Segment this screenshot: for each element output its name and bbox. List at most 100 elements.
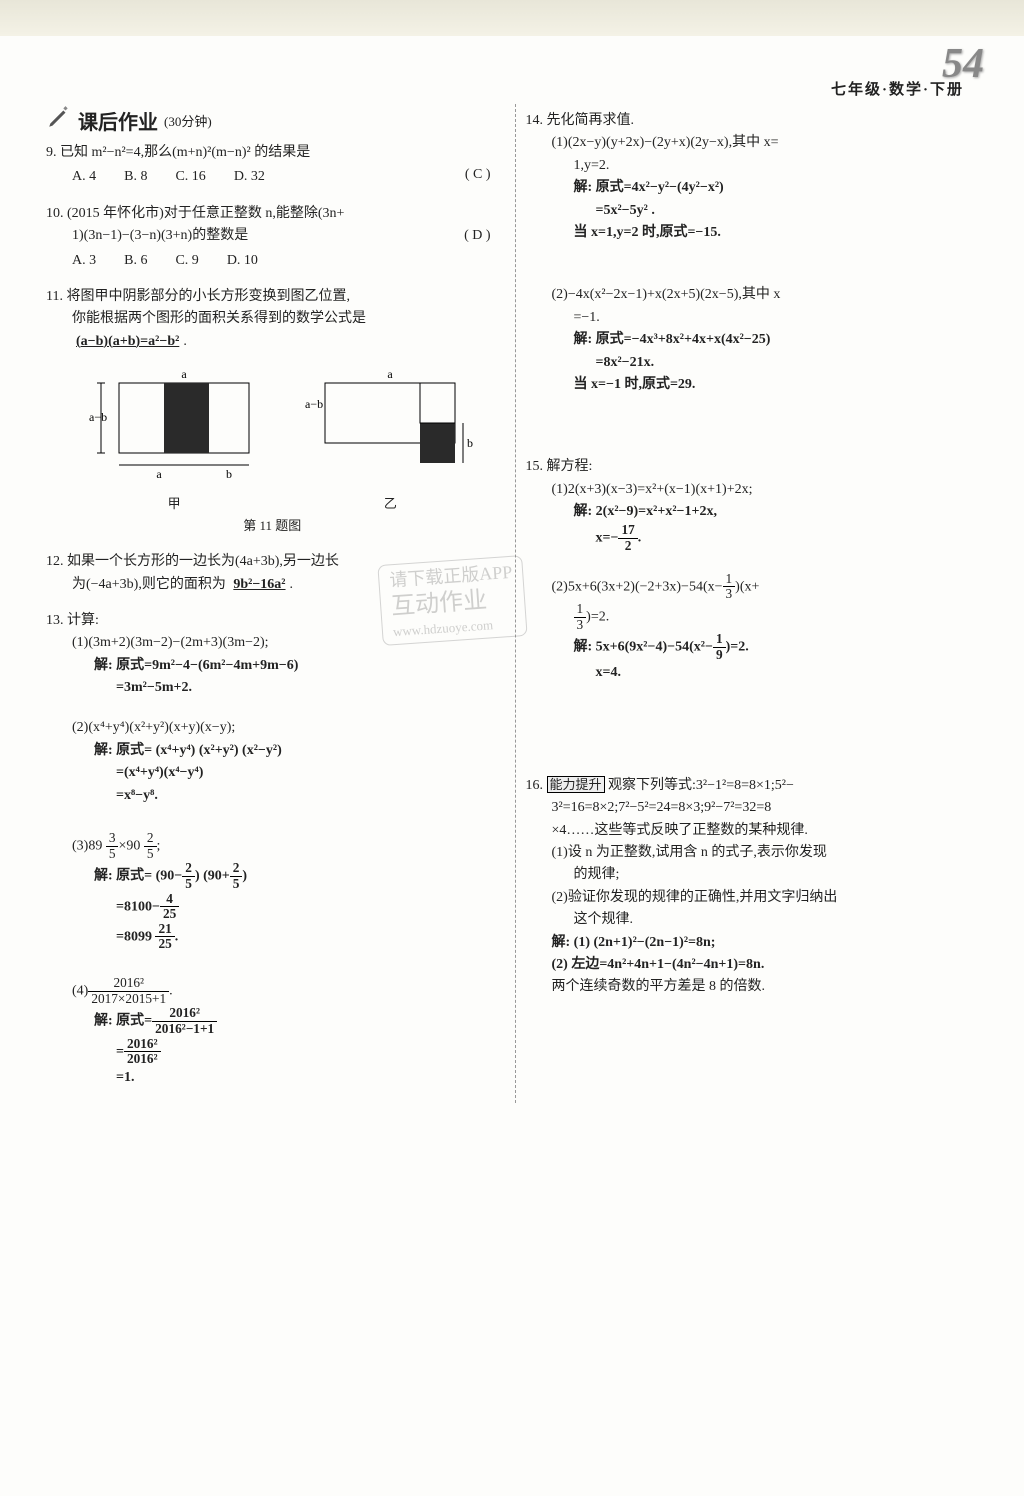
q11-blank: (a−b)(a+b)=a²−b² (72, 334, 183, 349)
q13-3-s1: 解: 原式= (90−25) (90+25) (46, 861, 499, 891)
q13-2-s1: 解: 原式= (x⁴+y⁴) (x²+y²) (x²−y²) (46, 740, 499, 762)
q15-2-s2: x=4. (526, 662, 979, 684)
q13-2-s2: =(x⁴+y⁴)(x⁴−y⁴) (46, 762, 499, 784)
q10-options: A. 3 B. 6 C. 9 D. 10 (46, 250, 499, 272)
q13-3-s3: =8099 2125. (46, 922, 499, 952)
q13-1-s1: 解: 原式=9m²−4−(6m²−4m+9m−6) (46, 655, 499, 677)
q16-p1a: (1)设 n 为正整数,试用含 n 的式子,表示你发现 (526, 842, 979, 864)
top-band (0, 0, 1024, 36)
problem-10: 10. (2015 年怀化市)对于任意正整数 n,能整除(3n+ 1)(3n−1… (46, 203, 499, 272)
q10-opt-b: B. 6 (124, 250, 147, 272)
q14-2-q2: =−1. (526, 307, 979, 329)
problem-15: 15. 解方程: (1)2(x+3)(x−3)=x²+(x−1)(x+1)+2x… (526, 456, 979, 685)
q16-line2: 3²=16=8×2;7²−5²=24=8×3;9²−7²=32=8 (526, 797, 979, 819)
q9-answer: ( C ) (465, 164, 491, 186)
section-title-text: 课后作业 (78, 106, 158, 135)
q13-4-s2: =2016²2016² (46, 1037, 499, 1067)
q15-1-s2: x=−172. (526, 523, 979, 553)
q10-text-b: 1)(3n−1)−(3−n)(3+n)的整数是 (72, 228, 248, 243)
q13-4-q: (4)2016²2017×2015+1. (46, 976, 499, 1006)
q13-title: 13. 计算: (46, 610, 499, 632)
q13-4-s1: 解: 原式=2016²2016²−1+1 (46, 1006, 499, 1036)
two-column-layout: 课后作业 (30分钟) 9. 已知 m²−n²=4,那么(m+n)²(m−n)²… (40, 104, 984, 1103)
problem-16: 16. 能力提升 观察下列等式:3²−1²=8=8×1;5²− 3²=16=8×… (526, 775, 979, 999)
q11-text-b: 你能根据两个图形的面积关系得到的数学公式是 (46, 308, 499, 330)
q14-2-s3: 当 x=−1 时,原式=29. (526, 374, 979, 396)
q13-3-s2: =8100−425 (46, 892, 499, 922)
problem-9: 9. 已知 m²−n²=4,那么(m+n)²(m−n)² 的结果是 ( C ) … (46, 142, 499, 189)
q15-1-s1: 解: 2(x²−9)=x²+x²−1+2x, (526, 501, 979, 523)
svg-text:b: b (226, 467, 232, 481)
q15-2-q: (2)5x+6(3x+2)(−2+3x)−54(x−13)(x+ (526, 572, 979, 602)
q10-opt-a: A. 3 (72, 250, 96, 272)
q9-opt-a: A. 4 (72, 166, 96, 188)
q10-opt-d: D. 10 (227, 250, 258, 272)
q10-opt-c: C. 9 (175, 250, 198, 272)
q9-text: 9. 已知 m²−n²=4,那么(m+n)²(m−n)² 的结果是 (46, 142, 499, 164)
q15-2-q2: 13)=2. (526, 602, 979, 632)
q9-options: A. 4 B. 8 C. 16 D. 32 (46, 166, 465, 188)
figure-11-right-label: 乙 (305, 494, 475, 515)
q15-title: 15. 解方程: (526, 456, 979, 478)
q14-1-s2: =5x²−5y² . (526, 200, 979, 222)
q14-2-s2: =8x²−21x. (526, 352, 979, 374)
problem-14: 14. 先化简再求值. (1)(2x−y)(y+2x)−(2y+x)(2y−x)… (526, 110, 979, 396)
section-title: 课后作业 (30分钟) (46, 104, 499, 136)
q16-s3: 两个连续奇数的平方差是 8 的倍数. (526, 976, 979, 998)
q12-text-b: 为(−4a+3b),则它的面积为 (72, 577, 226, 592)
q12-blank: 9b²−16a² (229, 577, 289, 592)
figure-11-right: a a−b b 乙 (305, 363, 475, 514)
svg-text:a: a (156, 467, 162, 481)
q14-1-q1: (1)(2x−y)(y+2x)−(2y+x)(2y−x),其中 x= (526, 132, 979, 154)
q16-line1: 16. 能力提升 观察下列等式:3²−1²=8=8×1;5²− (526, 775, 979, 797)
q15-1-q: (1)2(x+3)(x−3)=x²+(x−1)(x+1)+2x; (526, 479, 979, 501)
section-duration: (30分钟) (164, 111, 212, 130)
figure-11-left-label: 甲 (89, 494, 259, 515)
svg-text:a: a (181, 367, 187, 381)
q16-p2b: 这个规律. (526, 909, 979, 931)
q10-answer: ( D ) (464, 225, 490, 247)
figure-11-right-svg: a a−b b (305, 363, 475, 483)
q13-1-q: (1)(3m+2)(3m−2)−(2m+3)(3m−2); (46, 632, 499, 654)
q10-text-a: 10. (2015 年怀化市)对于任意正整数 n,能整除(3n+ (46, 203, 499, 225)
problem-11: 11. 将图甲中阴影部分的小长方形变换到图乙位置, 你能根据两个图形的面积关系得… (46, 286, 499, 537)
left-column: 课后作业 (30分钟) 9. 已知 m²−n²=4,那么(m+n)²(m−n)²… (40, 104, 516, 1103)
q14-title: 14. 先化简再求值. (526, 110, 979, 132)
q13-2-s3: =x⁸−y⁸. (46, 785, 499, 807)
subject-header: 七年级·数学·下册 (831, 78, 964, 99)
svg-text:a: a (388, 367, 394, 381)
q14-1-s3: 当 x=1,y=2 时,原式=−15. (526, 222, 979, 244)
figure-11: a a−b a b 甲 (66, 363, 499, 514)
q9-opt-d: D. 32 (234, 166, 265, 188)
problem-12: 12. 如果一个长方形的一边长为(4a+3b),另一边长 为(−4a+3b),则… (46, 551, 499, 596)
pencil-icon (46, 104, 72, 136)
q9-opt-c: C. 16 (175, 166, 205, 188)
q14-1-q2: 1,y=2. (526, 155, 979, 177)
q14-1-s1: 解: 原式=4x²−y²−(4y²−x²) (526, 177, 979, 199)
svg-text:a−b: a−b (305, 397, 323, 411)
q13-2-q: (2)(x⁴+y⁴)(x²+y²)(x+y)(x−y); (46, 717, 499, 739)
q15-2-s1: 解: 5x+6(9x²−4)−54(x²−19)=2. (526, 632, 979, 662)
right-column: 14. 先化简再求值. (1)(2x−y)(y+2x)−(2y+x)(2y−x)… (520, 104, 985, 1103)
page: 54 七年级·数学·下册 课后作业 (30分钟) 9. 已知 m²−n²=4,那… (0, 0, 1024, 1496)
q16-p1b: 的规律; (526, 864, 979, 886)
q16-line3: ×4……这些等式反映了正整数的某种规律. (526, 820, 979, 842)
svg-text:a−b: a−b (89, 410, 107, 424)
q16-s2: (2) 左边=4n²+4n+1−(4n²−4n+1)=8n. (526, 954, 979, 976)
figure-11-left: a a−b a b 甲 (89, 363, 259, 514)
figure-11-caption: 第 11 题图 (46, 516, 499, 537)
figure-11-left-svg: a a−b a b (89, 363, 259, 483)
q13-1-s2: =3m²−5m+2. (46, 677, 499, 699)
q13-3-q: (3)89 35×90 25; (46, 831, 499, 861)
q13-4-s3: =1. (46, 1067, 499, 1089)
q9-opt-b: B. 8 (124, 166, 147, 188)
problem-13: 13. 计算: (1)(3m+2)(3m−2)−(2m+3)(3m−2); 解:… (46, 610, 499, 1089)
q14-2-s1: 解: 原式=−4x³+8x²+4x+x(4x²−25) (526, 329, 979, 351)
svg-text:b: b (467, 436, 473, 450)
q11-text-a: 11. 将图甲中阴影部分的小长方形变换到图乙位置, (46, 286, 499, 308)
q16-s1: 解: (1) (2n+1)²−(2n−1)²=8n; (526, 932, 979, 954)
q14-2-q1: (2)−4x(x²−2x−1)+x(2x+5)(2x−5),其中 x (526, 284, 979, 306)
q12-text-a: 12. 如果一个长方形的一边长为(4a+3b),另一边长 (46, 551, 499, 573)
q16-tag: 能力提升 (547, 776, 605, 793)
q16-p2a: (2)验证你发现的规律的正确性,并用文字归纳出 (526, 887, 979, 909)
